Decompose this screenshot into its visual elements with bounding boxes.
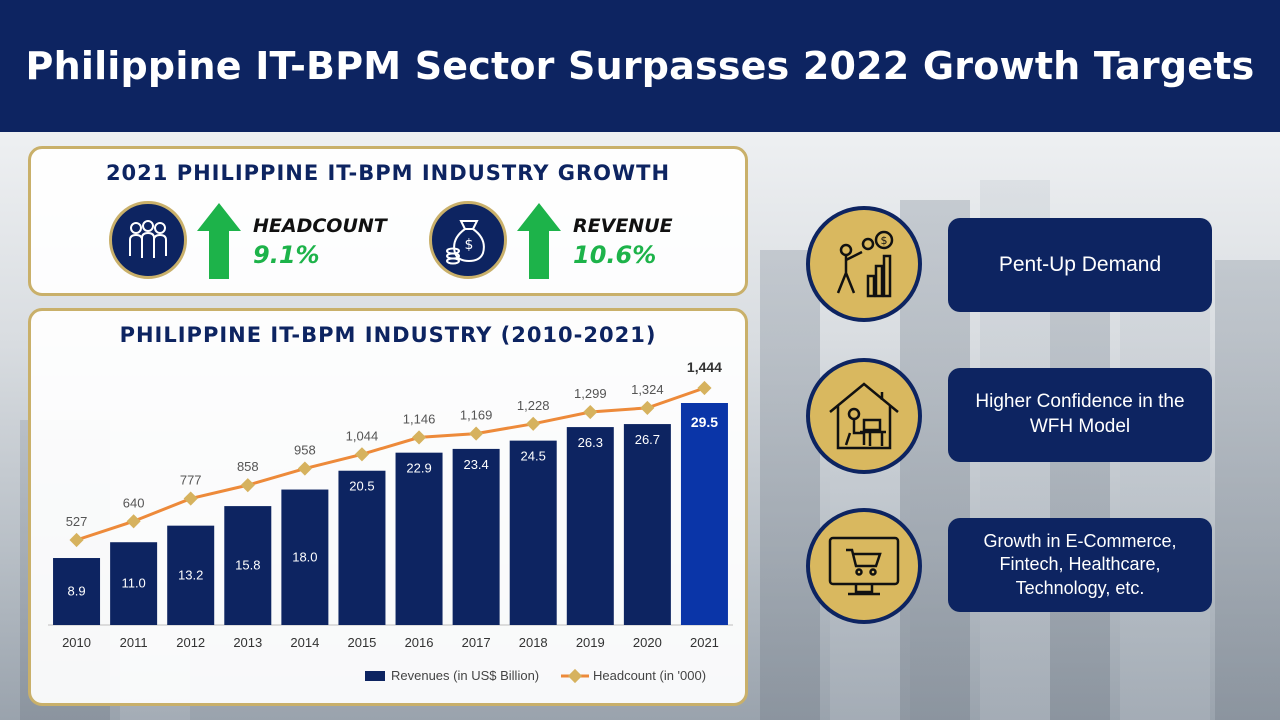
driver-wfh-confidence: Higher Confidence in the WFH Model	[948, 368, 1212, 462]
headcount-value-label: 1,169	[460, 408, 493, 423]
x-tick-label: 2016	[405, 635, 434, 650]
x-tick-label: 2010	[62, 635, 91, 650]
headcount-value-label: 1,146	[403, 411, 436, 426]
headcount-marker	[183, 491, 198, 506]
driver-text: Higher Confidence in the WFH Model	[975, 391, 1185, 437]
headcount-marker	[697, 380, 712, 396]
driver-text: Pent-Up Demand	[998, 253, 1162, 277]
chart-panel-title: PHILIPPINE IT-BPM INDUSTRY (2010-2021)	[119, 323, 657, 347]
revenue-up-arrow-icon	[517, 203, 561, 279]
bar-value-label: 26.7	[635, 432, 660, 447]
headcount-value-label: 777	[180, 473, 202, 488]
driver-sector-growth: Growth in E-Commerce, Fintech, Healthcar…	[948, 518, 1212, 612]
x-tick-label: 2011	[120, 635, 148, 650]
bar-2020	[623, 424, 671, 625]
x-tick-label: 2020	[633, 635, 662, 650]
headcount-marker	[640, 400, 655, 415]
headcount-label: HEADCOUNT	[253, 215, 387, 237]
bar-2019	[566, 427, 614, 625]
header-bar: Philippine IT-BPM Sector Surpasses 2022 …	[0, 0, 1280, 132]
x-tick-label: 2013	[233, 635, 262, 650]
svg-text:$: $	[881, 234, 888, 247]
headcount-marker	[583, 404, 598, 420]
bar-2011	[110, 542, 158, 625]
headcount-up-arrow-icon	[197, 203, 241, 279]
x-tick-label: 2015	[347, 635, 376, 650]
x-tick-label: 2018	[519, 635, 548, 650]
bar-value-label: 13.2	[178, 567, 203, 582]
revenue-label: REVENUE	[573, 215, 673, 237]
driver-pent-up-demand: Pent-Up Demand	[948, 218, 1212, 312]
growth-chart-icon: $	[806, 206, 922, 322]
legend-revenue-label: Revenues (in US$ Billion)	[391, 668, 539, 683]
bar-value-label: 8.9	[68, 584, 86, 599]
headcount-value: 9.1%	[253, 241, 320, 269]
bar-value-label: 24.5	[521, 449, 546, 464]
headcount-value-label: 1,228	[517, 398, 550, 413]
svg-text:$: $	[465, 237, 474, 253]
bar-2016	[395, 452, 443, 625]
bar-value-label: 20.5	[349, 479, 374, 494]
ecommerce-cart-icon	[806, 508, 922, 624]
money-bag-icon: $	[429, 201, 507, 279]
revenue-value: 10.6%	[573, 241, 657, 269]
x-tick-label: 2014	[290, 635, 319, 650]
chart-panel: PHILIPPINE IT-BPM INDUSTRY (2010-2021) 8…	[28, 308, 748, 706]
bar-2015	[338, 470, 386, 625]
x-tick-label: 2021	[690, 635, 719, 650]
headcount-marker	[469, 426, 484, 441]
bar-2017	[452, 448, 500, 625]
headcount-line	[76, 386, 705, 542]
bar-value-label: 29.5	[691, 414, 718, 430]
headcount-marker	[240, 478, 255, 493]
revenue-headcount-chart: 8.9 2010 11.0 2011 13.2 2012 15.8 2013 18.0 2014 2…	[48, 359, 733, 684]
legend-revenue-swatch	[365, 671, 385, 681]
headcount-value-label: 1,444	[687, 359, 722, 375]
legend-headcount-label: Headcount (in '000)	[593, 668, 706, 683]
growth-panel: 2021 PHILIPPINE IT-BPM INDUSTRY GROWTH H…	[28, 146, 748, 296]
bar-2013	[224, 506, 272, 625]
x-tick-label: 2012	[176, 635, 205, 650]
headcount-marker	[297, 461, 312, 476]
headcount-value-label: 958	[294, 443, 316, 458]
bar-2021	[680, 403, 728, 625]
bar-2012	[167, 525, 215, 625]
bar-value-label: 15.8	[235, 558, 260, 573]
headcount-value-label: 527	[66, 514, 88, 529]
headcount-marker	[526, 416, 541, 431]
page-title: Philippine IT-BPM Sector Surpasses 2022 …	[25, 44, 1255, 88]
x-tick-label: 2019	[576, 635, 605, 650]
bar-value-label: 18.0	[292, 549, 317, 564]
headcount-marker	[126, 514, 141, 529]
growth-panel-title: 2021 PHILIPPINE IT-BPM INDUSTRY GROWTH	[105, 161, 671, 185]
headcount-value-label: 640	[123, 495, 145, 510]
work-from-home-icon	[806, 358, 922, 474]
bar-2018	[509, 440, 557, 625]
legend-headcount-marker	[567, 668, 583, 684]
x-tick-label: 2017	[462, 635, 491, 650]
headcount-marker	[69, 532, 84, 548]
headcount-value-label: 1,299	[574, 386, 607, 401]
bar-value-label: 11.0	[121, 576, 145, 591]
headcount-value-label: 1,044	[346, 428, 379, 443]
bar-2014	[281, 489, 329, 625]
headcount-value-label: 858	[237, 459, 259, 474]
bar-value-label: 22.9	[406, 461, 431, 476]
headcount-marker	[411, 430, 427, 445]
headcount-value-label: 1,324	[631, 382, 664, 397]
people-icon	[109, 201, 187, 279]
driver-text: Growth in E-Commerce, Fintech, Healthcar…	[983, 530, 1177, 598]
bar-2010	[53, 558, 101, 625]
bar-value-label: 26.3	[578, 435, 603, 450]
bar-value-label: 23.4	[463, 457, 488, 472]
headcount-marker	[354, 447, 370, 462]
